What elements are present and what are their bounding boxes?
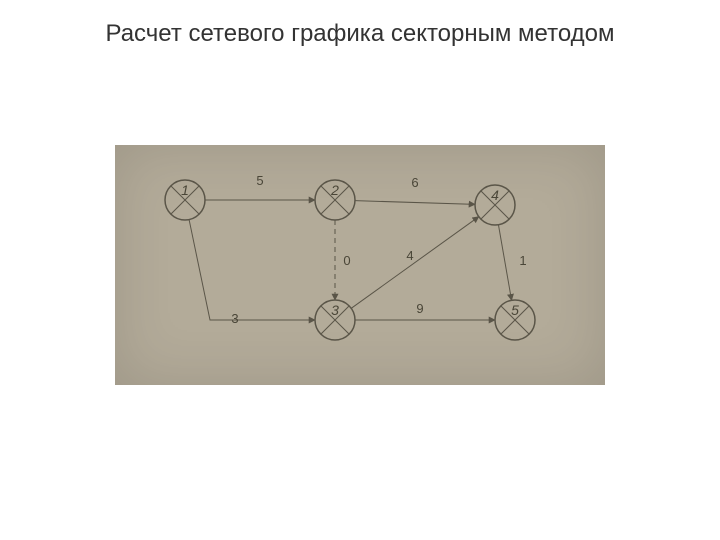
diagram-photo: 5 6 0 3 4 9 1 1 2 3 4 5 <box>115 145 605 385</box>
edge-label-2-3: 0 <box>343 253 350 268</box>
node-label-5: 5 <box>511 302 519 318</box>
node-label-4: 4 <box>491 187 499 203</box>
node-2: 2 <box>315 180 355 220</box>
edge-3-4 <box>351 217 479 309</box>
node-label-3: 3 <box>331 302 339 318</box>
node-3: 3 <box>315 300 355 340</box>
edge-label-4-5: 1 <box>519 253 526 268</box>
node-1: 1 <box>165 180 205 220</box>
slide: Расчет сетевого графика секторным методо… <box>0 0 720 540</box>
node-4: 4 <box>475 185 515 225</box>
edge-label-1-3: 3 <box>231 311 238 326</box>
page-title: Расчет сетевого графика секторным методо… <box>0 20 720 48</box>
edge-2-4 <box>355 201 475 205</box>
node-label-2: 2 <box>330 182 339 198</box>
edge-1-3 <box>189 220 315 320</box>
edge-label-1-2: 5 <box>256 173 263 188</box>
edge-label-2-4: 6 <box>411 175 418 190</box>
edge-label-3-5: 9 <box>416 301 423 316</box>
network-diagram: 5 6 0 3 4 9 1 1 2 3 4 5 <box>115 145 605 385</box>
edge-4-5 <box>498 225 511 301</box>
node-5: 5 <box>495 300 535 340</box>
node-label-1: 1 <box>181 182 189 198</box>
edge-label-3-4: 4 <box>406 248 413 263</box>
